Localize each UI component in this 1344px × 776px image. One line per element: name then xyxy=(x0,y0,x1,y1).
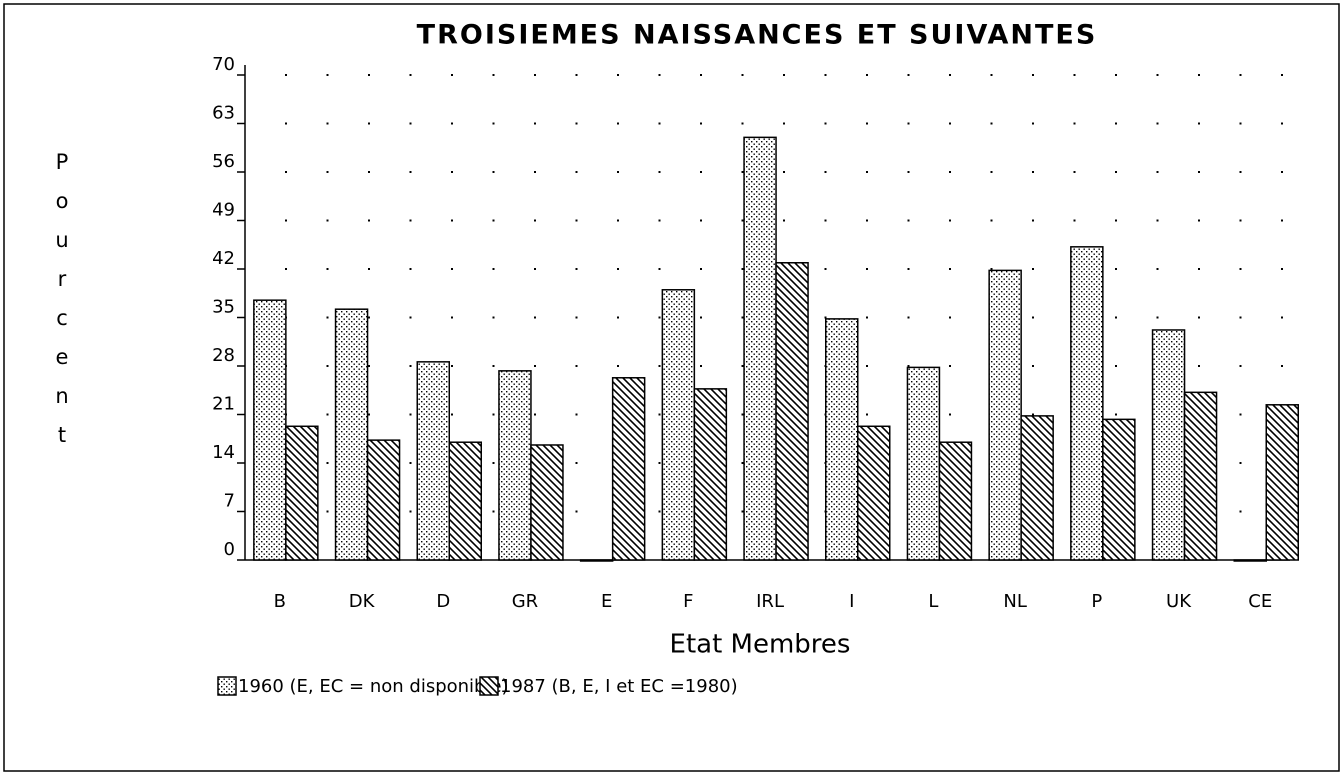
x-tick-label: CE xyxy=(1248,591,1272,612)
legend-swatch xyxy=(479,676,499,696)
y-tick-label: 21 xyxy=(212,394,235,415)
bar xyxy=(938,441,973,561)
bar xyxy=(1265,404,1299,561)
bar xyxy=(448,441,482,561)
x-tick-label: F xyxy=(683,591,693,612)
legend-label: 1960 (E, EC = non disponible) xyxy=(238,676,509,697)
bar xyxy=(1102,418,1136,561)
bar xyxy=(1020,415,1054,561)
bar xyxy=(1183,391,1218,561)
bar xyxy=(579,559,614,562)
y-tick-label: 70 xyxy=(212,54,235,75)
x-tick-label: GR xyxy=(512,591,538,612)
y-tick-label: 35 xyxy=(212,297,235,318)
x-tick-label: NL xyxy=(1003,591,1027,612)
x-axis-title: Etat Membres xyxy=(670,630,851,660)
bar xyxy=(334,308,369,561)
bar xyxy=(661,289,696,561)
bar xyxy=(611,377,646,561)
frame xyxy=(3,3,1340,772)
bar xyxy=(1151,329,1186,561)
y-tick-label: 56 xyxy=(212,151,235,172)
x-tick-label: E xyxy=(601,591,612,612)
bar xyxy=(1233,559,1267,562)
bar xyxy=(253,299,287,561)
bar xyxy=(366,439,401,561)
bar xyxy=(825,318,859,561)
bar xyxy=(1070,246,1104,561)
x-tick-label: L xyxy=(928,591,938,612)
legend-label: 1987 (B, E, I et EC =1980) xyxy=(500,676,738,697)
x-tick-label: I xyxy=(849,591,854,612)
bar xyxy=(416,361,450,561)
y-tick-label: 49 xyxy=(212,200,235,221)
bar xyxy=(906,366,941,561)
chart-title: TROISIEMES NAISSANCES ET SUIVANTES xyxy=(417,20,1098,51)
bar xyxy=(693,388,728,561)
x-tick-label: UK xyxy=(1166,591,1192,612)
y-tick-label: 28 xyxy=(212,345,235,366)
bar xyxy=(775,262,809,561)
bar xyxy=(530,444,564,561)
y-tick-label: 42 xyxy=(212,248,235,269)
y-axis-title: Pourcent xyxy=(50,150,74,462)
y-tick-label: 7 xyxy=(224,491,235,512)
y-tick-label: 14 xyxy=(212,442,235,463)
y-tick-label: 63 xyxy=(212,103,235,124)
x-tick-label: B xyxy=(274,591,286,612)
bar xyxy=(498,370,532,561)
x-tick-label: P xyxy=(1091,591,1102,612)
x-tick-label: D xyxy=(436,591,450,612)
bar xyxy=(857,425,891,561)
bar xyxy=(285,425,319,561)
y-tick-label: 0 xyxy=(224,539,235,560)
x-tick-label: IRL xyxy=(756,591,784,612)
legend-swatch xyxy=(217,676,237,696)
x-tick-label: DK xyxy=(349,591,376,612)
bar xyxy=(988,269,1022,561)
bar xyxy=(743,136,777,561)
